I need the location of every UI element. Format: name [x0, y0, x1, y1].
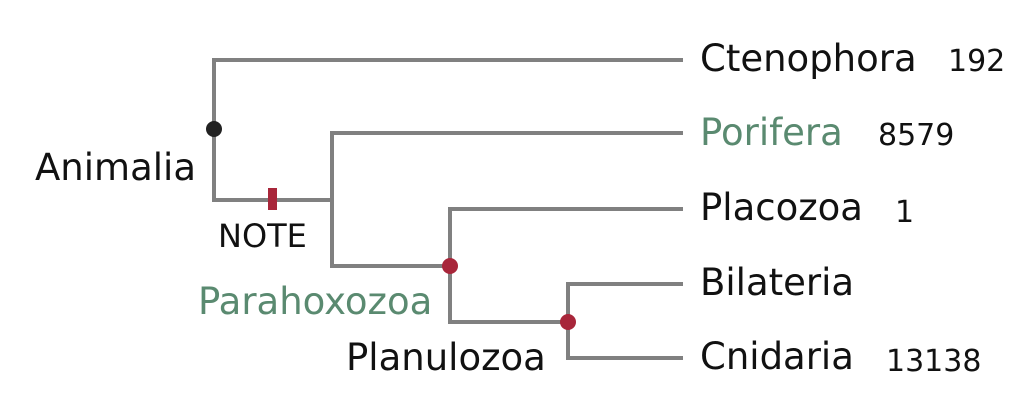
leaf-label-placozoa: Placozoa [700, 186, 863, 229]
leaf-count-cnidaria: 13138 [886, 344, 981, 379]
leaf-count-porifera: 8579 [878, 118, 954, 153]
leaf-count-ctenophora: 192 [948, 44, 1005, 79]
tree-nodes [206, 121, 576, 330]
leaf-label-ctenophora: Ctenophora [700, 37, 917, 80]
branch-parahoxozoa [330, 131, 683, 268]
bilateria-cnidaria-node [560, 314, 576, 330]
leaf-count-placozoa: 1 [895, 195, 914, 230]
planulozoa-label: Planulozoa [346, 336, 546, 379]
parahoxozoa-label: Parahoxozoa [198, 280, 432, 323]
planulozoa-node [442, 258, 458, 274]
leaf-label-porifera: Porifera [700, 111, 843, 154]
root-label: Animalia [35, 146, 196, 189]
leaf-label-bilateria: Bilateria [700, 261, 854, 304]
note-marker [268, 188, 277, 210]
root-node [206, 121, 222, 137]
branch-bilateria-cnidaria [566, 282, 683, 360]
leaf-label-cnidaria: Cnidaria [700, 335, 854, 378]
note-label: NOTE [218, 217, 307, 255]
branch-animalia-root [212, 58, 683, 202]
